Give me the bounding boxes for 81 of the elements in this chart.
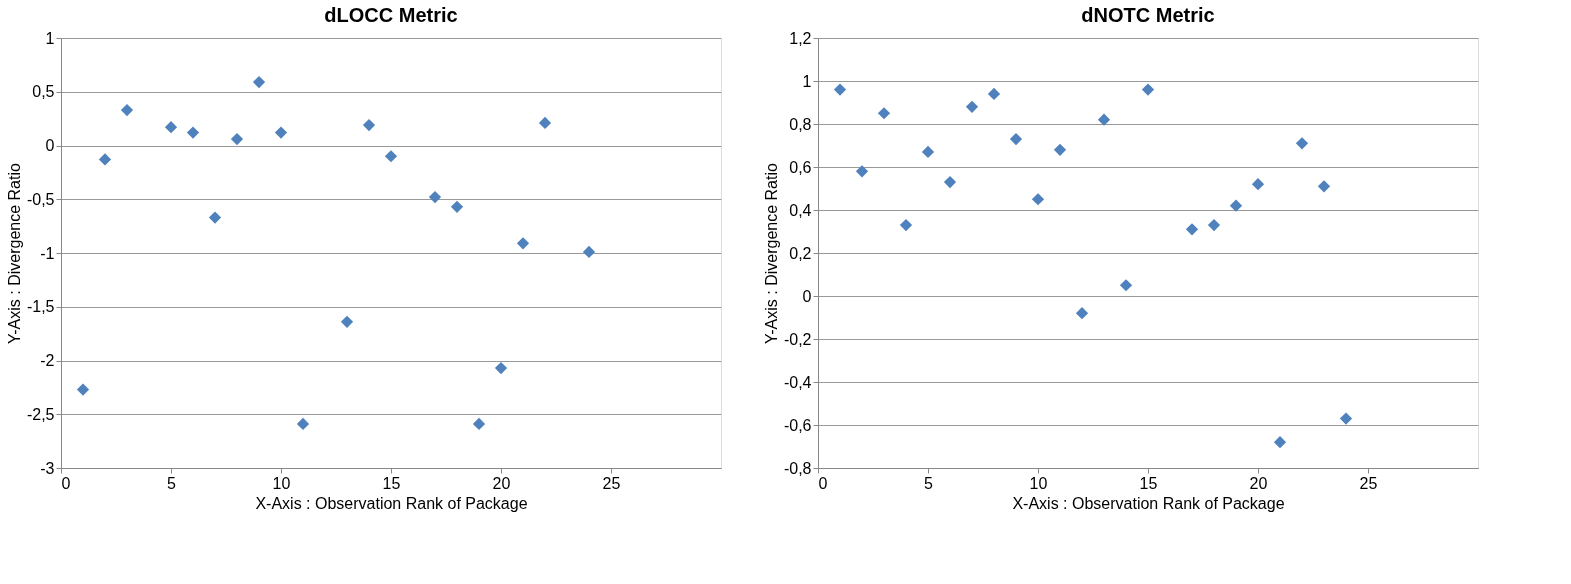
y-tick-label: 0,8 [789,115,812,133]
point [1141,83,1155,96]
point [1207,218,1221,232]
y-tick-label: -0,6 [783,416,812,434]
y-tick-label: -3 [40,459,55,477]
x-tick-label: 10 [1029,474,1048,492]
point [384,150,398,163]
point [230,132,244,146]
y-tick-label: 0,5 [32,83,55,101]
point [1053,143,1067,156]
y-axis-title: Y-Axis : Divergence Ratio [5,162,23,344]
y-tick-label: -1 [40,244,55,262]
x-tick-label: 0 [818,474,828,492]
x-axis-title: X-Axis : Observation Rank of Package [1012,494,1285,512]
point [1119,279,1133,292]
point [1317,180,1331,193]
point [1339,412,1353,425]
point [428,190,442,204]
point [362,118,376,132]
y-tick-label: 1 [45,29,55,47]
y-tick-label: -1,5 [26,298,55,316]
point [208,211,222,224]
x-tick-label: 25 [602,474,621,492]
chart-title: dLOCC Metric [324,4,458,26]
point [516,237,530,250]
point [1031,193,1045,206]
point [899,218,913,232]
point [296,417,310,431]
point [164,121,178,134]
x-tick-label: 5 [167,474,177,492]
y-tick-label: -0,5 [26,190,55,208]
x-tick-label: 5 [924,474,934,492]
x-tick-label: 25 [1359,474,1378,492]
point [1097,113,1111,126]
point [1229,199,1243,212]
point [855,165,869,178]
point [943,175,957,189]
point [877,107,891,120]
y-tick-label: -2 [40,352,55,369]
point [252,75,266,89]
point [186,126,200,139]
chart-title: dNOTC Metric [1081,4,1215,26]
point [1185,223,1199,236]
y-axis-title: Y-Axis : Divergence Ratio [762,162,780,344]
point [833,83,847,96]
point [472,417,486,431]
point [1009,132,1023,146]
y-tick-label: 1,2 [789,29,812,47]
y-tick-label: 0 [802,287,812,305]
point [120,103,134,117]
point [274,126,288,139]
y-tick-label: 0,4 [789,201,812,219]
x-tick-label: 20 [1249,474,1268,492]
y-tick-label: -0,4 [783,373,812,391]
point [1075,307,1089,320]
y-tick-label: 0,2 [789,244,812,262]
x-axis-title: X-Axis : Observation Rank of Package [255,494,528,512]
point [987,87,1001,101]
point [450,200,464,213]
x-tick-label: 15 [1139,474,1158,492]
y-tick-label: -2,5 [26,405,55,423]
x-tick-label: 15 [382,474,401,492]
y-tick-label: -0,8 [783,459,812,477]
point [538,116,552,130]
y-tick-label: -0,2 [783,330,812,348]
x-tick-label: 10 [272,474,291,492]
point [340,315,354,328]
point [1295,137,1309,150]
point [582,245,596,259]
point [965,100,979,113]
point [494,361,508,375]
point [1251,178,1265,191]
y-tick-label: 1 [802,72,812,90]
y-tick-label: 0 [45,137,55,154]
x-tick-label: 0 [61,474,71,492]
point [76,383,90,396]
point [1273,436,1287,449]
point [98,153,112,166]
x-tick-label: 20 [492,474,511,492]
point [921,145,935,159]
y-tick-label: 0,6 [789,158,812,176]
